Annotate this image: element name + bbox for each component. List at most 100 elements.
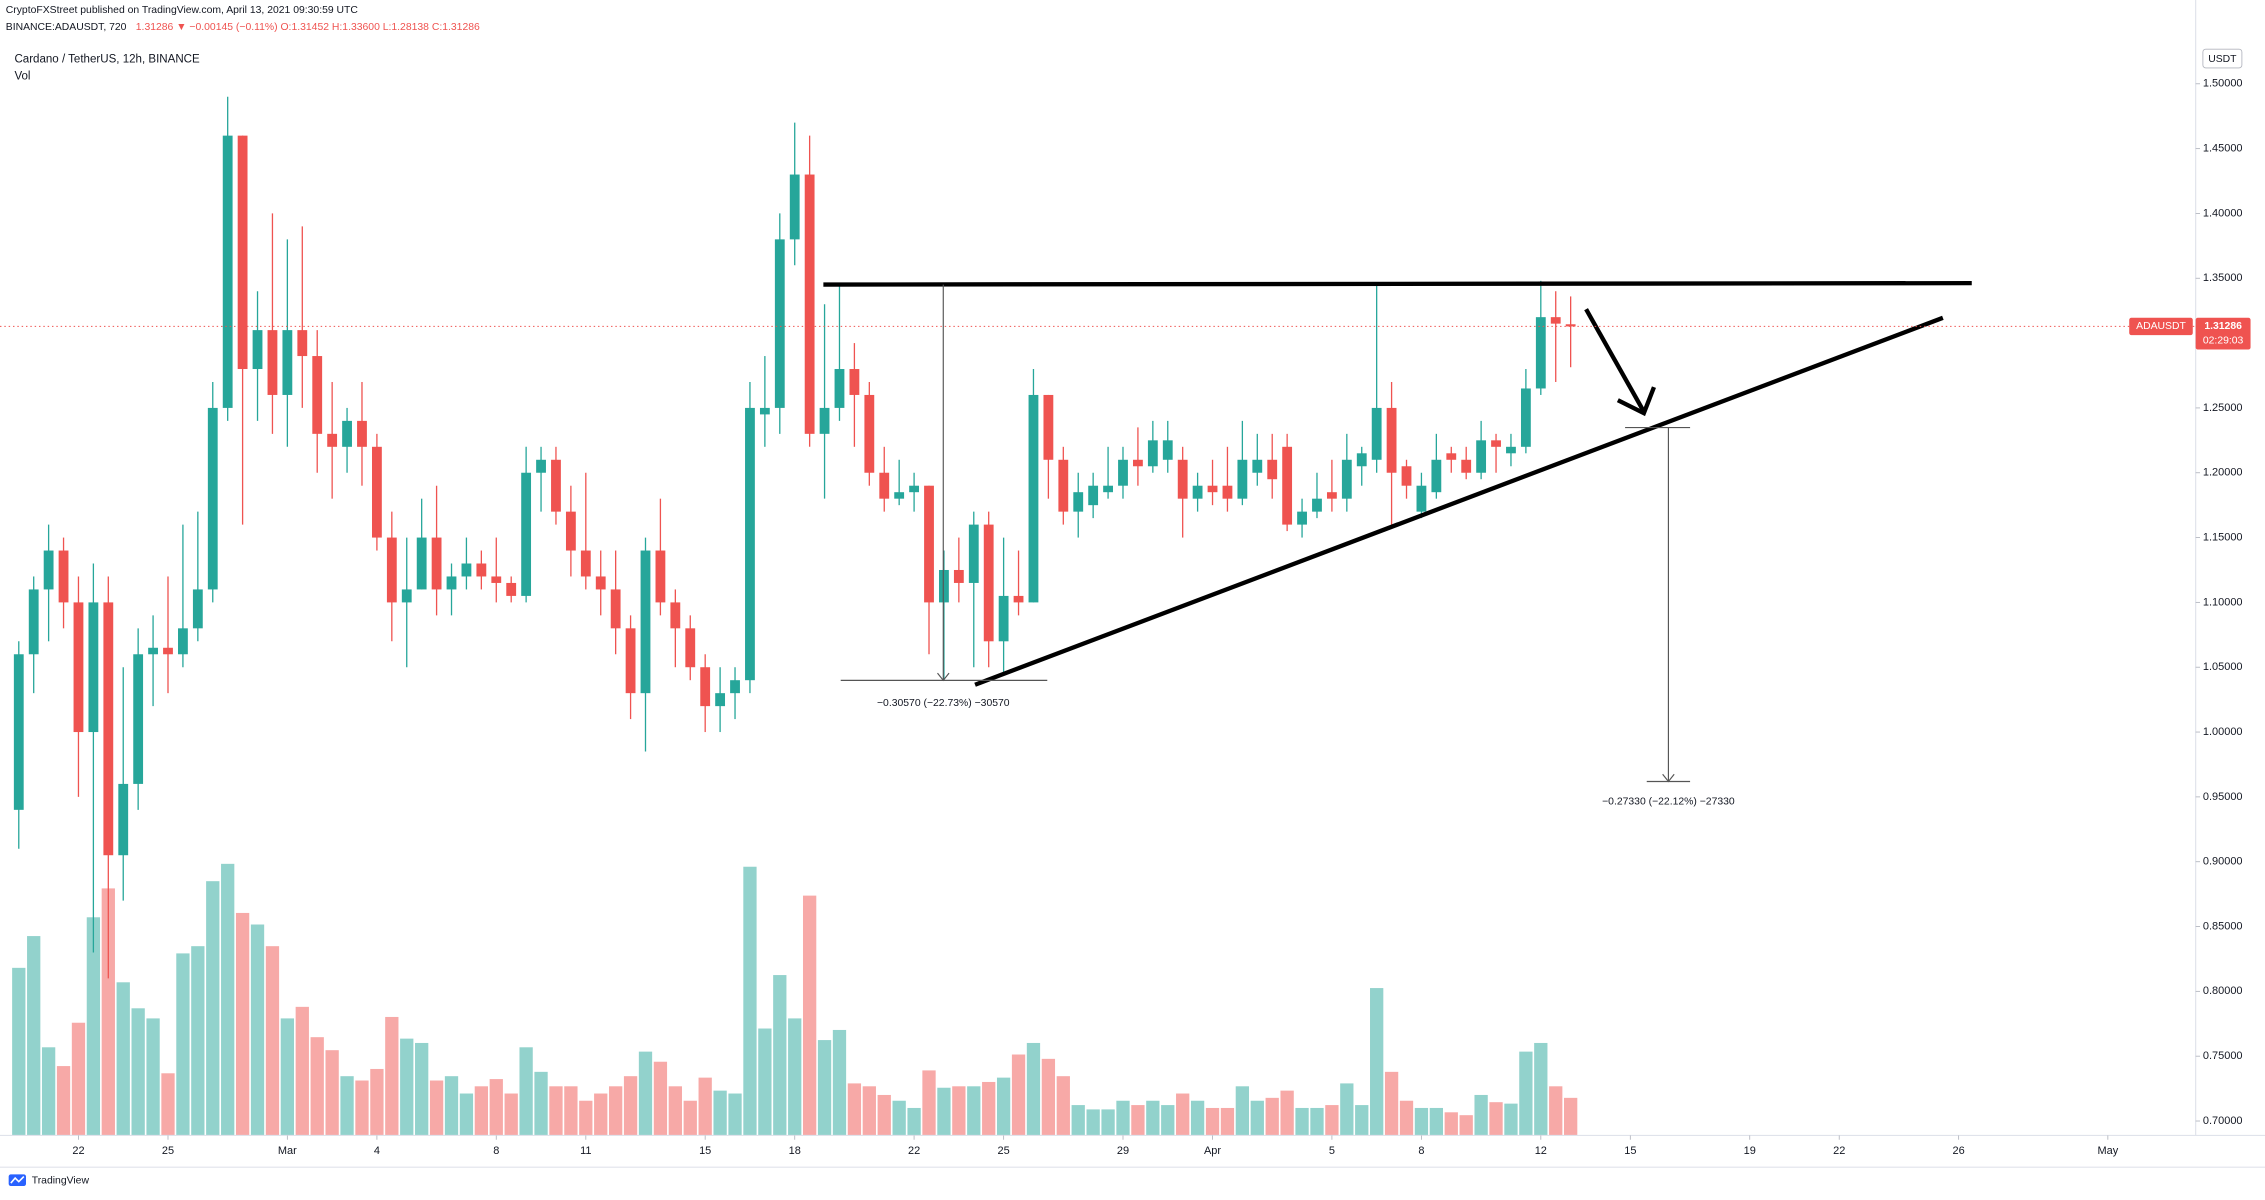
candle-body	[1550, 317, 1561, 324]
x-tick-label: 12	[1535, 1145, 1547, 1157]
y-tick-label: 0.90000	[2203, 856, 2243, 868]
candle-body	[939, 569, 949, 603]
volume-bar	[579, 1100, 593, 1136]
candle-body	[894, 492, 905, 499]
candle-body	[1565, 324, 1576, 327]
candle-body	[1073, 492, 1084, 512]
y-tick-label: 0.80000	[2203, 985, 2243, 997]
volume-bar	[519, 1047, 533, 1136]
candle-body	[565, 511, 576, 551]
candle-body	[28, 589, 39, 655]
candle-body	[909, 485, 920, 493]
candle-body	[1535, 317, 1546, 389]
candle-body	[1192, 485, 1203, 499]
volume-bar	[415, 1042, 429, 1136]
y-tick-label: 1.00000	[2203, 726, 2243, 738]
volume-bar	[683, 1100, 697, 1136]
volume-bar	[1071, 1105, 1085, 1136]
volume-bar	[967, 1086, 981, 1136]
candle-body	[655, 550, 666, 603]
volume-bar	[1370, 988, 1384, 1136]
candle-body	[88, 602, 99, 733]
volume-bar	[788, 1018, 802, 1136]
published-line: CryptoFXStreet published on TradingView.…	[6, 5, 359, 16]
candle-body	[1297, 511, 1307, 525]
x-tick-label: Mar	[278, 1145, 297, 1157]
volume-bar	[250, 924, 265, 1136]
candle-body	[1088, 485, 1099, 506]
x-tick-label: 22	[72, 1145, 84, 1157]
volume-bar	[86, 917, 101, 1136]
candle-body	[192, 589, 203, 629]
candle-body	[1043, 394, 1054, 460]
volume-bar	[1041, 1058, 1056, 1136]
volume-bar	[370, 1068, 384, 1136]
volume-bar	[549, 1086, 563, 1136]
currency[interactable]: USDT	[2208, 54, 2237, 65]
volume-bar	[1176, 1093, 1190, 1136]
x-tick-label: 4	[374, 1145, 380, 1157]
candle-body	[282, 330, 293, 395]
volume-bar	[1250, 1100, 1264, 1136]
measure-label: −0.30570 (−22.73%) −30570	[877, 698, 1010, 709]
volume-bar	[534, 1071, 548, 1136]
x-tick-label: 22	[1833, 1145, 1845, 1157]
candle-body	[1267, 459, 1278, 480]
candle-body	[207, 407, 218, 590]
measure-2	[1625, 427, 1691, 783]
volume-bar	[161, 1073, 175, 1136]
candle-body	[595, 576, 606, 590]
x-tick-label: 25	[998, 1145, 1010, 1157]
volume-bar	[817, 1040, 832, 1136]
x-tick-label: Apr	[1204, 1145, 1221, 1157]
symbol-tag: ADAUSDT	[2136, 321, 2186, 332]
candle-body	[1162, 440, 1173, 460]
volume-bar	[101, 888, 115, 1136]
volume-bar	[802, 895, 817, 1136]
volume-bar	[1489, 1102, 1503, 1136]
volume-bar	[1355, 1105, 1369, 1136]
y-tick-label: 0.75000	[2203, 1050, 2243, 1062]
candle-body	[491, 576, 502, 583]
volume-bar	[235, 912, 250, 1136]
candle-body	[968, 524, 979, 583]
candle-body	[1401, 466, 1412, 486]
candle-body	[431, 537, 442, 590]
candle-body	[1476, 440, 1487, 473]
y-tick-label: 1.45000	[2203, 142, 2243, 154]
volume-bar	[1414, 1107, 1429, 1136]
volume-bar	[1310, 1107, 1324, 1136]
symbol: BINANCE:ADAUSDT, 720	[6, 22, 127, 33]
measure-arrow	[1662, 773, 1675, 783]
candle-body	[1177, 459, 1188, 499]
volume-bar	[280, 1018, 295, 1136]
candle-body	[103, 602, 114, 856]
trend-line	[974, 315, 1944, 687]
volume-bar	[1459, 1115, 1473, 1136]
volume-bar	[12, 967, 26, 1136]
candle-body	[252, 330, 263, 370]
volume-bar	[1131, 1105, 1145, 1136]
volume-bar	[1549, 1086, 1563, 1136]
last-price-box	[2195, 317, 2251, 350]
currency-box[interactable]	[2202, 48, 2243, 69]
candle-body	[118, 783, 129, 856]
candle-body	[1133, 459, 1143, 467]
volume-bar	[1205, 1107, 1220, 1136]
x-tick-label: 25	[162, 1145, 174, 1157]
volume-bar	[385, 1016, 399, 1136]
volume-bar	[564, 1086, 578, 1136]
candle-body	[834, 369, 845, 408]
volume-bar	[1504, 1103, 1518, 1136]
volume-bar	[1444, 1112, 1458, 1136]
volume-bar	[1325, 1105, 1339, 1136]
candle-body	[1386, 407, 1397, 473]
candle-body	[148, 647, 158, 655]
volume-bar	[310, 1037, 324, 1136]
volume-bar	[668, 1086, 682, 1136]
candle-body	[13, 654, 24, 810]
volume-bar	[1295, 1107, 1309, 1136]
x-tick-label: May	[2097, 1145, 2118, 1157]
y-tick-label: 0.70000	[2203, 1115, 2243, 1127]
